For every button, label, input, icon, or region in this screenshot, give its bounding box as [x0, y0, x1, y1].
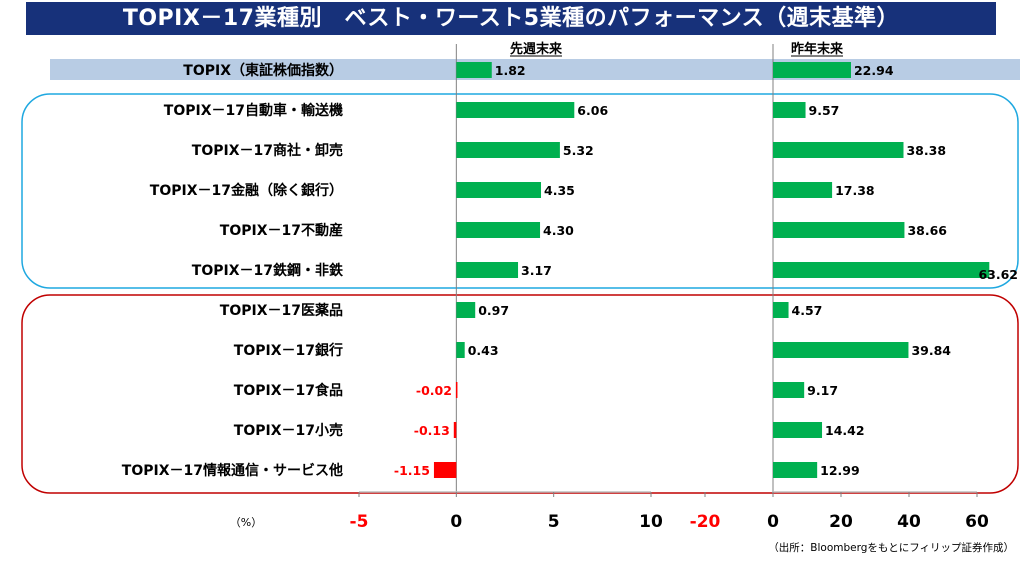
bar: [455, 382, 458, 398]
bar: [456, 342, 465, 358]
category-label: TOPIX（東証株価指数）: [183, 62, 343, 79]
bar: [456, 102, 575, 118]
value-label: 4.57: [792, 303, 823, 318]
value-label: 0.97: [478, 303, 509, 318]
category-label: TOPIX－17商社・卸売: [192, 142, 343, 159]
x-tick-label: 40: [897, 512, 921, 532]
x-tick-label: 10: [639, 512, 663, 532]
bar: [773, 102, 806, 118]
bar: [773, 382, 805, 398]
source-label: （出所：Bloombergをもとにフィリップ証券作成）: [768, 541, 1014, 554]
category-label: TOPIX－17不動産: [220, 222, 343, 239]
value-label: 4.35: [544, 183, 575, 198]
x-tick-label: 60: [965, 512, 989, 532]
category-label: TOPIX－17情報通信・サービス他: [122, 462, 343, 479]
bar: [456, 62, 492, 78]
value-label: 63.62: [978, 267, 1018, 282]
bar: [773, 462, 818, 478]
category-label: TOPIX－17自動車・輸送機: [164, 102, 343, 119]
category-labels: TOPIX（東証株価指数） TOPIX－17自動車・輸送機 TOPIX－17商社・卸…: [122, 62, 344, 479]
value-label: 1.82: [495, 63, 526, 78]
x-tick-label: -5: [350, 512, 369, 532]
value-label: -0.02: [416, 383, 452, 398]
bar: [456, 142, 560, 158]
value-label: 22.94: [854, 63, 894, 78]
category-label: TOPIX－17食品: [234, 382, 343, 399]
value-label: 39.84: [911, 343, 951, 358]
bar: [433, 462, 457, 478]
bar: [773, 302, 789, 318]
category-label: TOPIX－17金融（除く銀行）: [150, 182, 343, 199]
value-label: 12.99: [820, 463, 860, 478]
value-label: 0.43: [468, 343, 499, 358]
value-label: 9.17: [807, 383, 838, 398]
value-label: -0.13: [414, 423, 450, 438]
unit-label: （%）: [230, 516, 262, 529]
value-label: 38.66: [907, 223, 947, 238]
bar: [773, 342, 909, 358]
worst-sectors-box: [21, 294, 1019, 494]
bar: [773, 422, 823, 438]
category-label: TOPIX－17医薬品: [220, 302, 343, 319]
best-sectors-box: [21, 93, 1019, 289]
category-label: TOPIX－17銀行: [234, 342, 343, 359]
bar: [456, 262, 519, 278]
x-tick-label: -20: [690, 512, 721, 532]
bar: [773, 222, 905, 238]
value-label: -1.15: [394, 463, 430, 478]
value-label: 6.06: [577, 103, 608, 118]
bar: [773, 262, 990, 278]
value-label: 17.38: [835, 183, 875, 198]
value-label: 4.30: [543, 223, 574, 238]
panel-title: 昨年末来: [791, 41, 844, 57]
value-label: 5.32: [563, 143, 594, 158]
chart-title: TOPIX－17業種別 ベスト・ワースト5業種のパフォーマンス（週末基準）: [26, 2, 996, 35]
value-label: 14.42: [825, 423, 865, 438]
value-label: 9.57: [809, 103, 840, 118]
x-tick-label: 5: [548, 512, 560, 532]
panel-title: 先週末来: [510, 41, 563, 57]
category-label: TOPIX－17小売: [234, 422, 343, 439]
value-label: 38.38: [906, 143, 946, 158]
bar: [773, 182, 833, 198]
x-tick-label: 20: [829, 512, 853, 532]
bar: [453, 422, 457, 438]
category-label: TOPIX－17鉄鋼・非鉄: [192, 262, 344, 279]
bar: [456, 182, 542, 198]
x-tick-label: 0: [767, 512, 779, 532]
value-label: 3.17: [521, 263, 552, 278]
x-tick-label: 0: [450, 512, 462, 532]
bar: [456, 302, 476, 318]
bar: [773, 142, 904, 158]
weekly-panel: 先週末来 -5 0 5 10 1.82 6.06 5.32 4.35 4.30 3.17 0.97 0.…: [350, 41, 663, 532]
bar: [773, 62, 851, 78]
bar: [456, 222, 541, 238]
ytd-panel: 昨年末来 -20 0 20 40 60 22.94 9.57 38.38 17.38 38.66 63…: [690, 41, 1018, 532]
